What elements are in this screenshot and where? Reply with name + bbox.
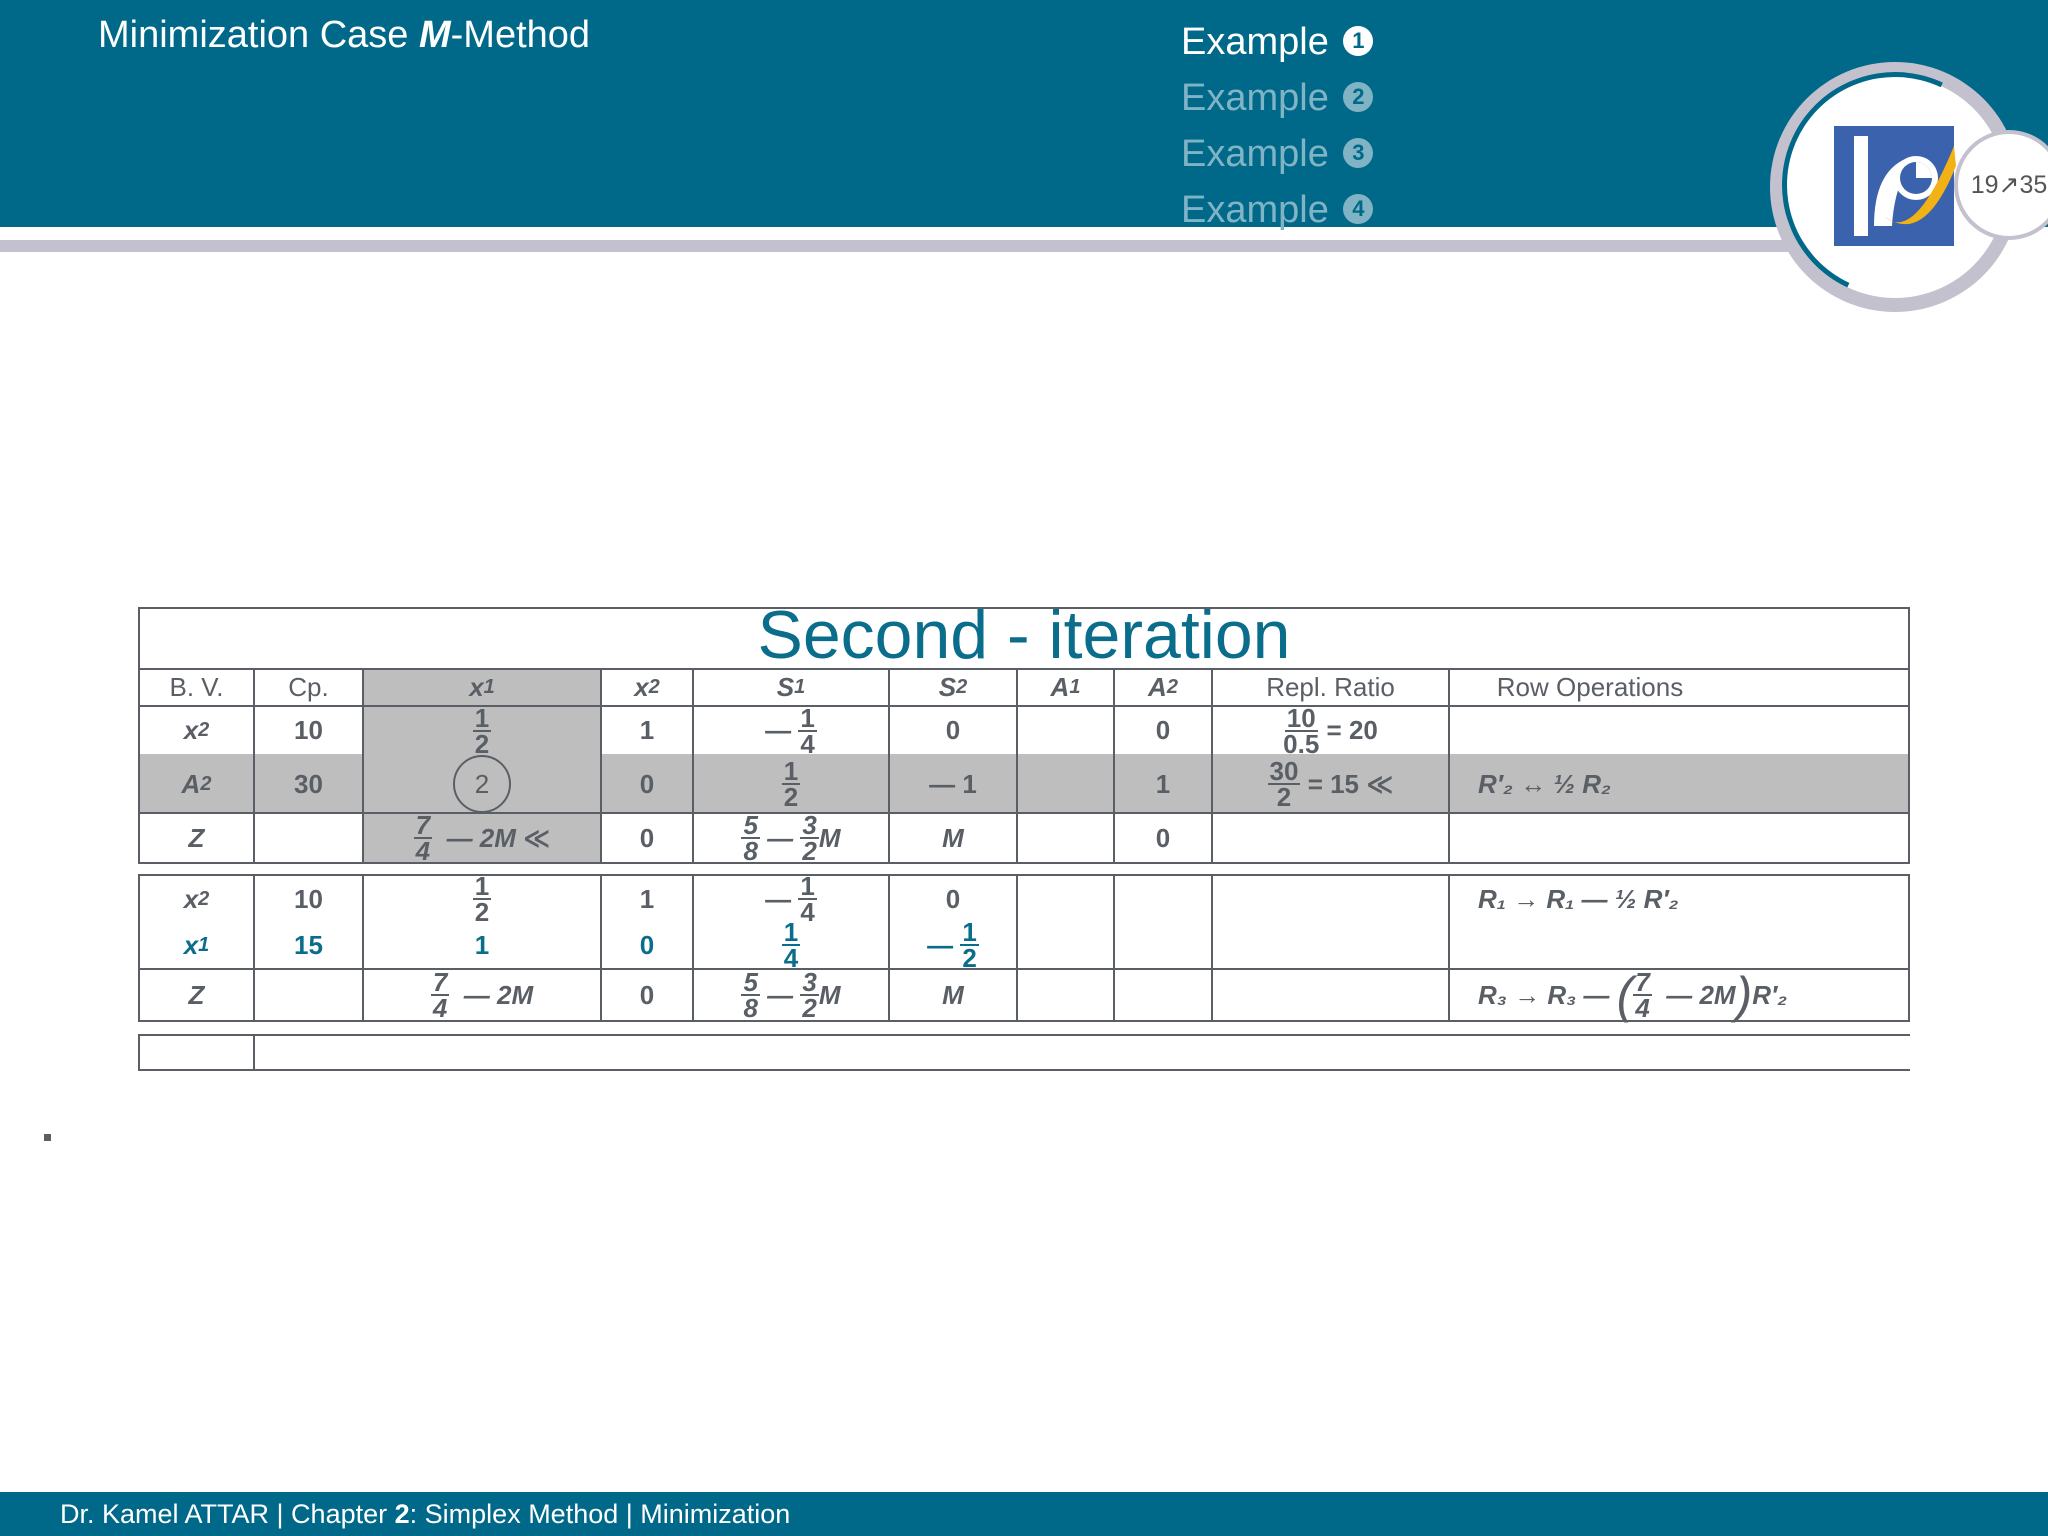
header-bar [0,0,2048,227]
number-4-badge-icon: 4 [1343,194,1374,224]
t1-z-label: Z [188,822,205,853]
page-counter: 19↗35 [1954,130,2048,240]
tableau-1-frame [138,607,1910,864]
nav-example-3[interactable]: Example 3 [1181,126,1374,182]
t2-r1-x2: 1 [639,883,655,914]
nav-example-4[interactable]: Example 4 [1181,182,1374,238]
header-bv: B. V. [169,672,224,702]
t2-z-row-op: R₃ → R₃ — (7 4 — 2M) R′₂ [1478,967,1788,1023]
t1-z-x2: 0 [639,822,655,853]
t1-r2-a2: 1 [1155,768,1171,799]
tableau-2-frame [138,874,1910,1022]
number-2-badge-icon: 2 [1343,82,1374,112]
t1-r1-ratio: 10 0.5 = 20 [1283,702,1378,759]
number-1-badge-icon: 1 [1343,26,1374,56]
t2-z-label: Z [188,979,205,1010]
footer-bar [0,1492,2048,1536]
t1-r2-row-op: R′₂ ↔ ½ R₂ [1478,768,1611,799]
section-title: Minimization Case M-Method [98,14,591,56]
t2-r1-cp: 10 [294,883,323,914]
bullet-dot [44,1134,51,1141]
nav-example-2[interactable]: Example 2 [1181,70,1374,126]
t1-z-a2: 0 [1155,822,1171,853]
header-repl-ratio: Repl. Ratio [1266,672,1395,702]
t2-z-x2: 0 [639,979,655,1010]
t1-r2-ratio: 30 2 = 15 ≪ [1267,756,1394,812]
t1-r1-s2: 0 [945,715,961,745]
t1-pivot-element: 2 [364,755,600,813]
t2-r1-s2: 0 [945,883,961,914]
t1-r1-cp: 10 [294,715,323,745]
t1-r2-s2: — 1 [929,768,977,799]
header-row-operations: Row Operations [1496,672,1684,702]
footer-text: Dr. Kamel ATTAR | Chapter 2: Simplex Met… [60,1499,791,1529]
t2-r2-x2: 0 [639,929,655,960]
t1-r2-cp: 30 [294,768,323,799]
nav-example-1[interactable]: Example 1 [1181,14,1374,70]
t1-r1-x2: 1 [639,715,655,745]
pivot-row-shade [140,754,1908,814]
t1-r2-x2: 0 [639,768,655,799]
t2-r1-row-op: R₁ → R₁ — ½ R′₂ [1478,883,1679,914]
header-divider [0,240,1830,252]
t1-z-s2: M [942,822,964,853]
university-logo-icon [1834,126,1956,246]
t2-r2-cp: 15 [294,929,323,960]
header-cp: Cp. [288,672,329,702]
example-nav: Example 1 Example 2 Example 3 Example 4 [1181,14,1374,238]
t2-r2-x1: 1 [474,929,490,960]
iteration-title: Second - iteration [757,597,1291,673]
number-3-badge-icon: 3 [1343,138,1374,168]
t1-r1-a2: 0 [1155,715,1171,745]
t2-z-s2: M [942,979,964,1010]
